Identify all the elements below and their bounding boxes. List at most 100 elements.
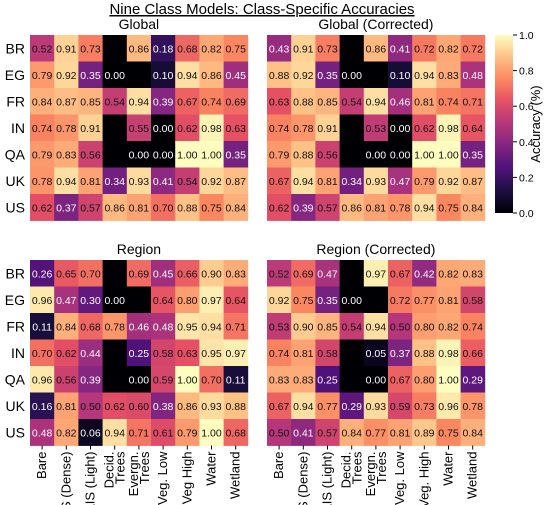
heatmap-cell	[267, 141, 292, 168]
cell-value-label: 0.34	[341, 176, 362, 188]
cell-value-label: 0.78	[32, 176, 53, 188]
cell-value-label: 0.60	[129, 401, 150, 413]
cell-value-label: 0.83	[438, 70, 459, 82]
heatmap-cell	[199, 194, 224, 221]
column-label-line2: Trees	[113, 451, 128, 484]
heatmap-cell	[460, 35, 486, 62]
cell-value-label: 0.62	[177, 123, 198, 135]
cell-value-label: 0.64	[462, 123, 483, 135]
heatmap-cell	[223, 392, 249, 420]
heatmap-cell	[412, 339, 437, 367]
cell-value-label: 0.84	[462, 427, 483, 439]
heatmap-cell	[199, 260, 224, 287]
cell-value-label: 0.90	[201, 268, 222, 280]
heatmap-cell	[412, 88, 437, 115]
cell-value-label: 0.88	[414, 348, 435, 360]
cell-value-label: 0.59	[153, 374, 174, 386]
cell-value-label: 0.62	[32, 202, 53, 214]
cell-value-label: 0.67	[390, 268, 411, 280]
heatmap-cell	[363, 88, 389, 115]
cell-value-label: 0.86	[177, 401, 198, 413]
heatmap-cell	[175, 194, 200, 221]
heatmap-cell	[315, 35, 340, 62]
heatmap-cell	[102, 286, 128, 314]
heatmap-cell	[78, 141, 103, 168]
cell-value-label: 0.50	[269, 427, 290, 439]
cell-value-label: 0.50	[80, 401, 101, 413]
heatmap-cell	[54, 35, 79, 62]
cell-value-label: 0.94	[177, 70, 198, 82]
column-label: Veg. Low	[155, 451, 170, 505]
cell-value-label: 0.00	[366, 149, 387, 161]
heatmap-cell	[315, 313, 340, 340]
cell-value-label: 1.00	[201, 427, 222, 439]
cell-value-label: 0.94	[293, 176, 314, 188]
heatmap-cell	[102, 339, 128, 367]
heatmap-cell	[78, 194, 103, 221]
heatmap-cell	[436, 366, 461, 393]
cell-value-label: 0.82	[438, 43, 459, 55]
heatmap-cell	[175, 114, 200, 142]
cell-value-label: 0.97	[201, 295, 222, 307]
colorbar-tick-label: 0.0	[519, 208, 534, 220]
cell-value-label: 0.38	[153, 401, 174, 413]
heatmap-cell	[30, 286, 55, 314]
cell-value-label: 0.45	[225, 70, 246, 82]
cell-value-label: 0.62	[104, 401, 125, 413]
heatmap-cell	[460, 167, 486, 195]
heatmap-cell	[126, 286, 152, 314]
cell-value-label: 0.92	[438, 176, 459, 188]
heatmap-cell	[388, 88, 413, 115]
cell-value-label: 0.94	[414, 202, 435, 214]
heatmap-cell	[151, 35, 176, 62]
heatmap-cell	[126, 313, 152, 340]
heatmap-cell	[151, 419, 176, 446]
row-label: QA	[5, 371, 26, 387]
cell-value-label: 0.70	[153, 202, 174, 214]
heatmap-cell	[102, 313, 128, 340]
heatmap-cell	[315, 286, 340, 314]
cell-value-label: 0.56	[317, 149, 338, 161]
column-label: Evergn.	[363, 452, 378, 497]
cell-value-label: 0.25	[129, 348, 150, 360]
cell-value-label: 0.85	[80, 96, 101, 108]
cell-value-label: 0.88	[177, 202, 198, 214]
panel-title: Region (Corrected)	[316, 241, 435, 257]
cell-value-label: 0.62	[56, 348, 77, 360]
heatmap-cell	[388, 141, 413, 168]
heatmap-cell	[339, 392, 365, 420]
column-label: AIS (Light)	[320, 452, 335, 505]
cell-value-label: 0.46	[390, 96, 411, 108]
heatmap-cell	[102, 260, 128, 287]
cell-value-label: 0.00	[129, 149, 150, 161]
heatmap-cell	[339, 366, 365, 393]
row-label: EG	[5, 292, 25, 308]
cell-value-label: 0.81	[317, 176, 338, 188]
cell-value-label: 0.58	[153, 348, 174, 360]
heatmap-cell	[291, 366, 316, 393]
heatmap-cell	[199, 114, 224, 142]
heatmap-cell	[102, 35, 128, 62]
heatmap-cell	[78, 35, 103, 62]
cell-value-label: 0.63	[225, 123, 246, 135]
heatmap-cell	[412, 35, 437, 62]
cell-value-label: 0.82	[438, 268, 459, 280]
cell-value-label: 0.83	[225, 268, 246, 280]
heatmap-cell	[223, 313, 249, 340]
heatmap-cell	[267, 392, 292, 420]
cell-value-label: 0.00	[390, 123, 411, 135]
heatmap-cell	[363, 366, 389, 393]
heatmap-cell	[151, 286, 176, 314]
heatmap-cell	[54, 392, 79, 420]
cell-value-label: 0.81	[56, 401, 77, 413]
heatmap-cell	[175, 35, 200, 62]
heatmap-cell	[78, 167, 103, 195]
row-label: IN	[11, 345, 25, 361]
heatmap-cell	[78, 366, 103, 393]
cell-value-label: 0.66	[462, 348, 483, 360]
column-label: AIS (Light)	[83, 452, 98, 505]
heatmap-cell	[78, 339, 103, 367]
heatmap-cell	[460, 339, 486, 367]
heatmap-cell	[339, 339, 365, 367]
cell-value-label: 0.74	[462, 321, 483, 333]
